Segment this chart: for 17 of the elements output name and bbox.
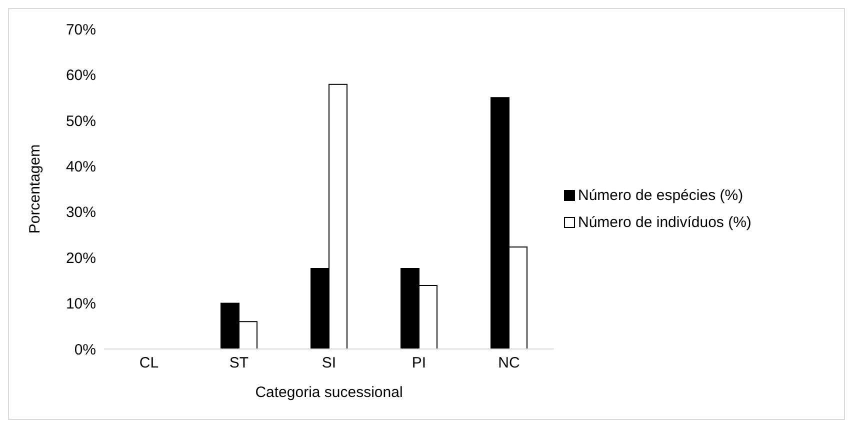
y-tick-label: 20% — [66, 250, 96, 267]
y-tick-label: 70% — [66, 21, 96, 38]
y-tick-label: 0% — [74, 341, 96, 358]
y-tick-label: 60% — [66, 67, 96, 84]
x-tick-label: CL — [139, 354, 159, 372]
x-tick-label: ST — [229, 354, 249, 372]
y-tick-label: 40% — [66, 158, 96, 176]
legend-label: Número de indivíduos (%) — [578, 214, 752, 231]
y-axis-title: Porcentagem — [26, 144, 44, 234]
y-tick-label: 30% — [66, 204, 96, 222]
y-tick-label: 10% — [66, 296, 96, 313]
x-tick-label: SI — [322, 354, 336, 372]
x-tick-label: NC — [498, 354, 520, 372]
x-tick-label: PI — [412, 354, 426, 372]
y-tick-label: 50% — [66, 112, 96, 130]
x-axis-title: Categoria sucessional — [255, 384, 403, 401]
legend-label: Número de espécies (%) — [578, 187, 744, 204]
